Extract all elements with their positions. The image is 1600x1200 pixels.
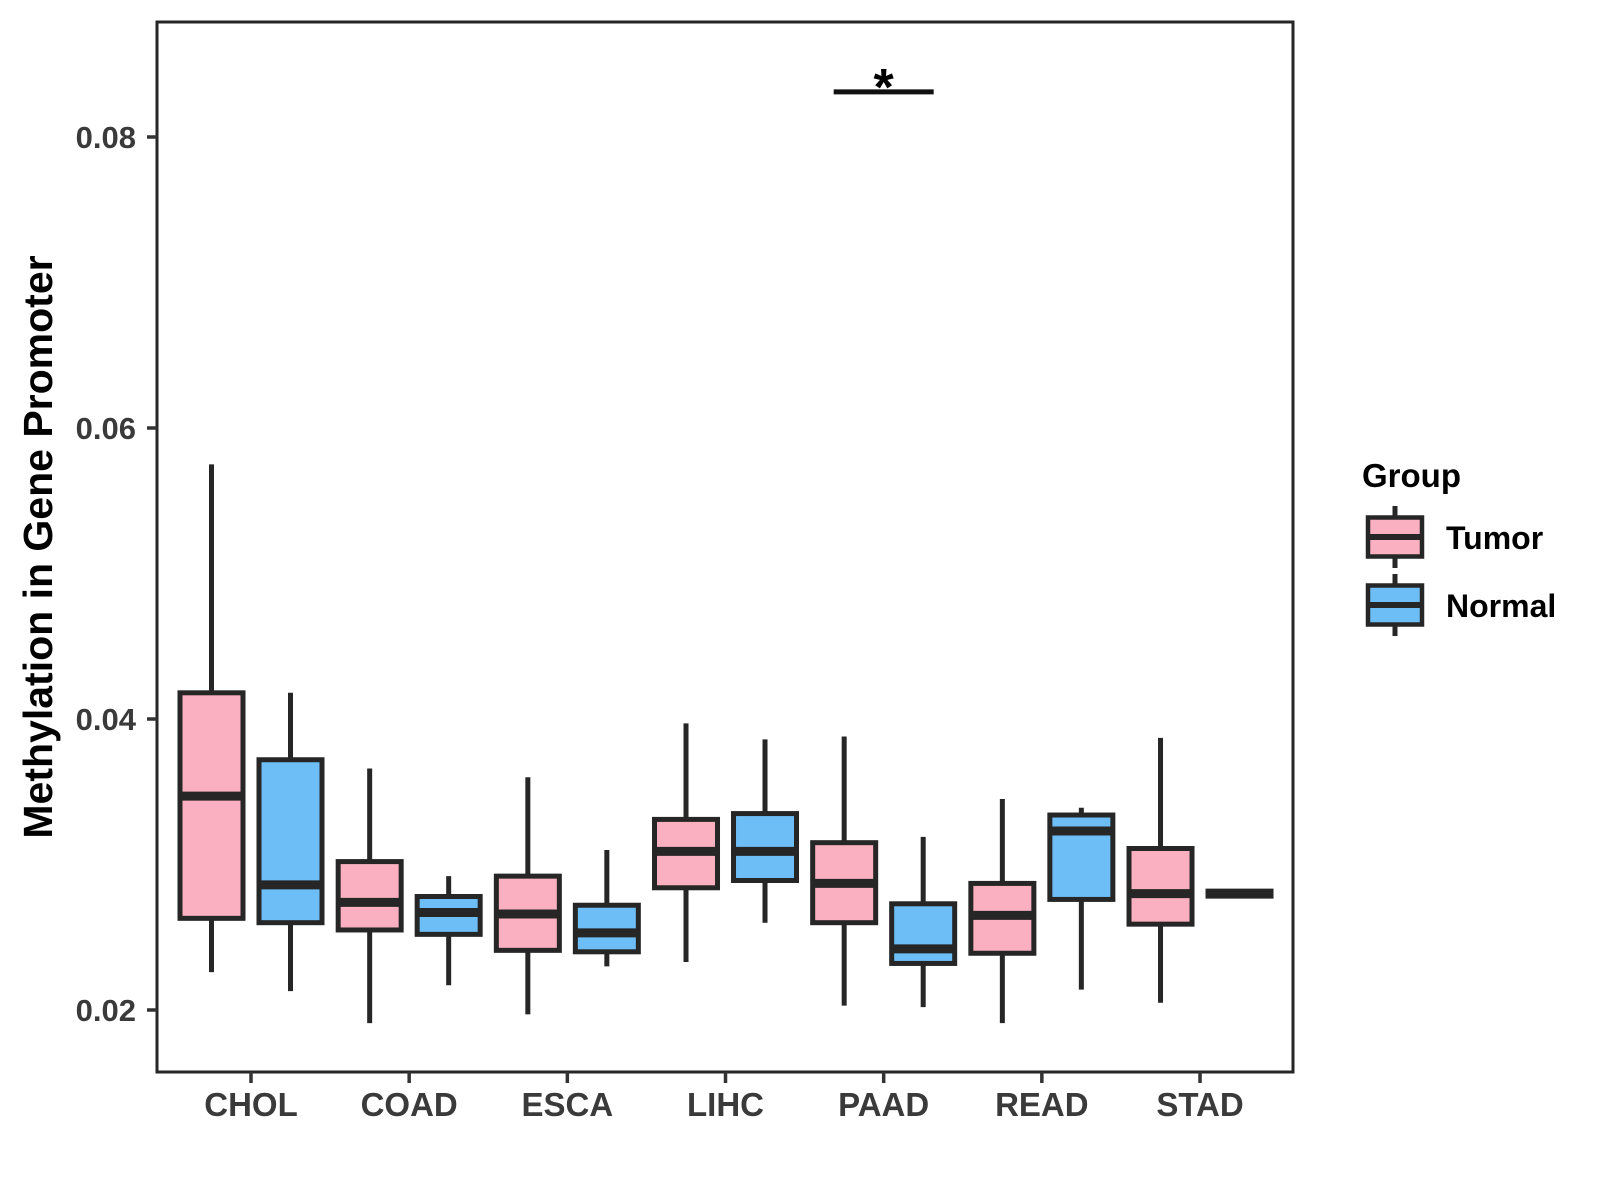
- significance-star: *: [874, 59, 895, 117]
- x-tick-label-READ: READ: [995, 1086, 1089, 1123]
- legend-label-tumor: Tumor: [1446, 520, 1543, 556]
- legend-key-normal: Normal: [1365, 574, 1556, 636]
- y-axis-title: Methylation in Gene Promoter: [15, 255, 61, 838]
- box-CHOL-Tumor: [177, 690, 246, 921]
- plot-area: 0.02 0.04 0.06 0.08 CHOL COAD ESCA LIHC PAAD READ…: [76, 20, 1295, 1123]
- box-COAD-Tumor: [335, 859, 404, 933]
- x-tick-label-ESCA: ESCA: [521, 1086, 613, 1123]
- box-PAAD-Normal: [889, 901, 958, 966]
- x-tick-label-PAAD: PAAD: [838, 1086, 929, 1123]
- plot-panel-border: [155, 20, 1295, 1074]
- box-CHOL-Normal: [256, 757, 325, 926]
- y-tick-label-0.04: 0.04: [76, 702, 137, 737]
- y-tick-label-0.02: 0.02: [76, 993, 136, 1028]
- x-tick-label-COAD: COAD: [361, 1086, 458, 1123]
- box-STAD-Tumor: [1126, 845, 1195, 927]
- y-tick-label-0.06: 0.06: [76, 411, 136, 446]
- x-tick-label-LIHC: LIHC: [687, 1086, 764, 1123]
- legend-label-normal: Normal: [1446, 588, 1556, 624]
- legend-key-tumor: Tumor: [1365, 506, 1543, 568]
- x-tick-label-STAD: STAD: [1156, 1086, 1243, 1123]
- legend-title: Group: [1362, 457, 1461, 494]
- y-tick-label-0.08: 0.08: [76, 120, 136, 155]
- legend: Group Tumor Normal: [1362, 457, 1556, 636]
- x-tick-label-CHOL: CHOL: [204, 1086, 298, 1123]
